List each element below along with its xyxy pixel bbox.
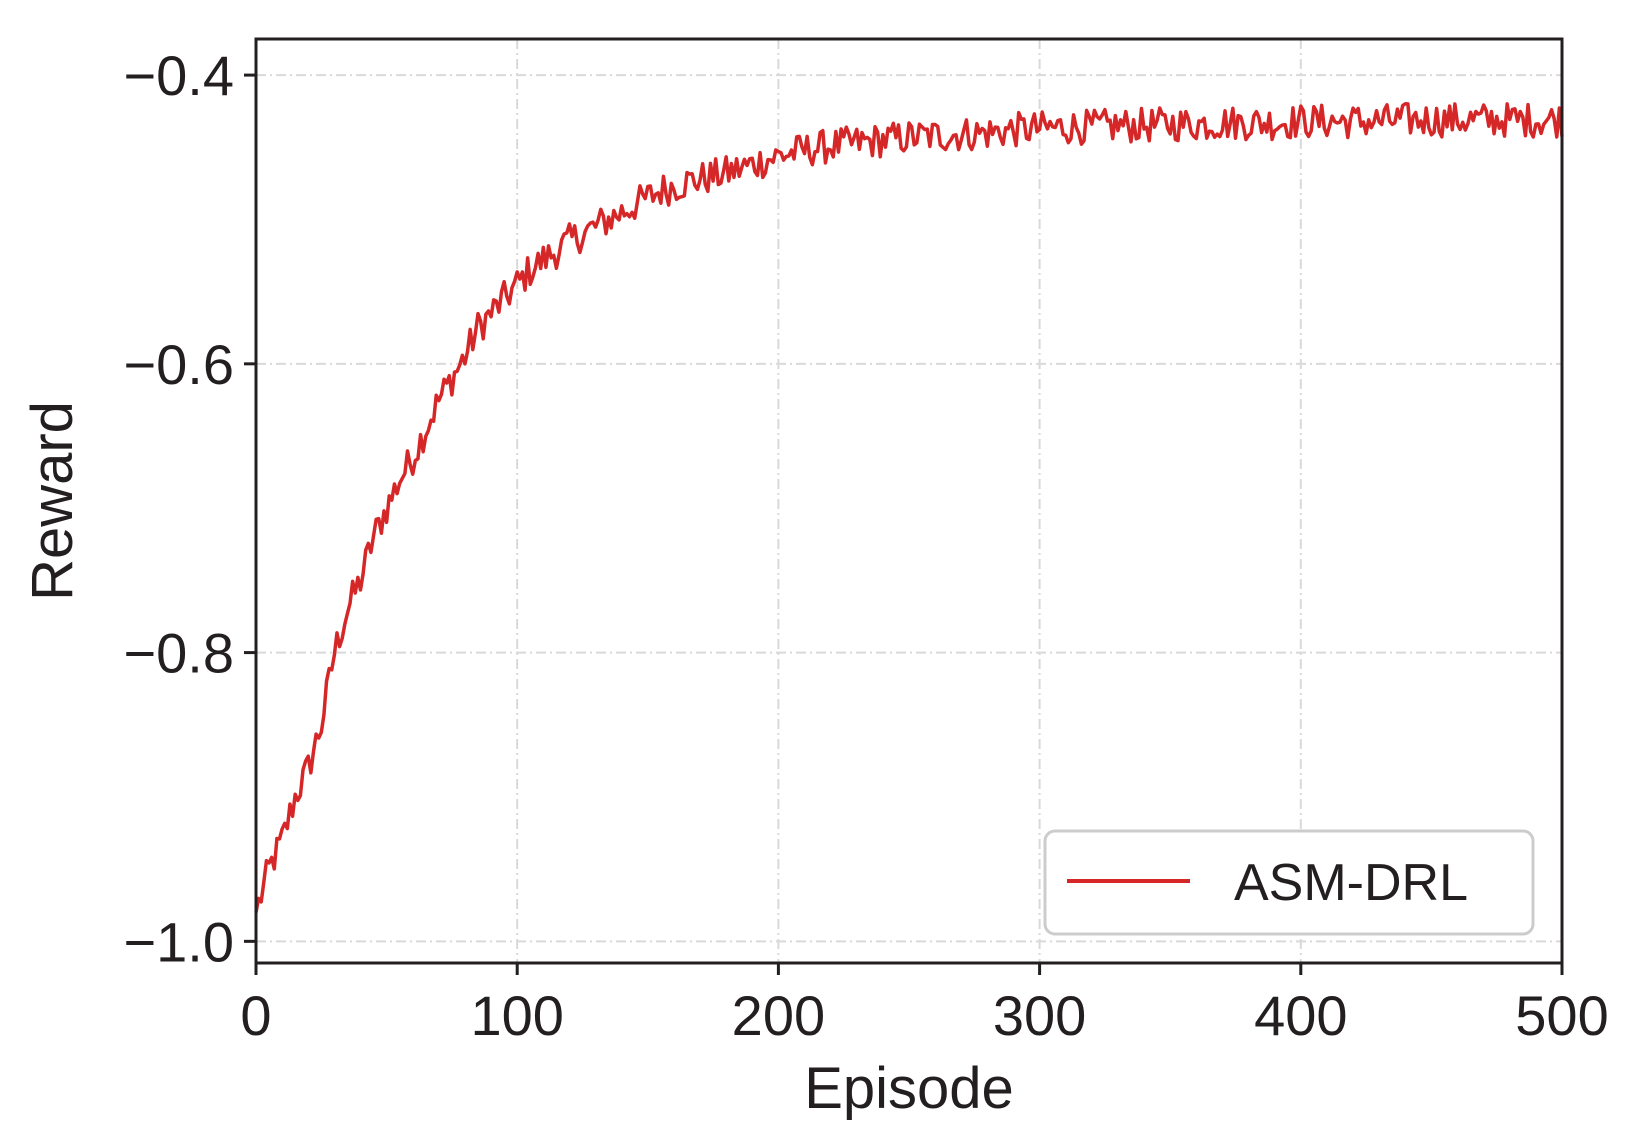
y-tick-label: −0.4 bbox=[123, 44, 234, 107]
y-tick-label: −0.8 bbox=[123, 622, 234, 685]
x-tick-label: 100 bbox=[470, 984, 563, 1047]
plot-frame bbox=[254, 37, 1564, 965]
x-tick-label: 400 bbox=[1254, 984, 1347, 1047]
legend-box bbox=[1043, 829, 1535, 936]
legend: ASM-DRL bbox=[1043, 829, 1535, 936]
series-line-asm-drl bbox=[254, 102, 1564, 913]
grid-lines bbox=[255, 39, 1563, 963]
y-tick-label: −0.6 bbox=[123, 333, 234, 396]
y-tick-label: −1.0 bbox=[123, 910, 234, 973]
y-axis-title: Reward bbox=[20, 401, 85, 601]
x-tick-label: 300 bbox=[993, 984, 1086, 1047]
x-tick-label: 200 bbox=[732, 984, 825, 1047]
x-tick-label: 0 bbox=[240, 984, 271, 1047]
axis-ticks: 0 100 200 300 400 500 −1.0 −0.8 −0.6 −0.4 bbox=[123, 44, 1608, 1047]
x-tick-label: 500 bbox=[1515, 984, 1608, 1047]
x-axis-title: Episode bbox=[804, 1056, 1014, 1121]
legend-label-asm-drl: ASM-DRL bbox=[1234, 854, 1468, 912]
